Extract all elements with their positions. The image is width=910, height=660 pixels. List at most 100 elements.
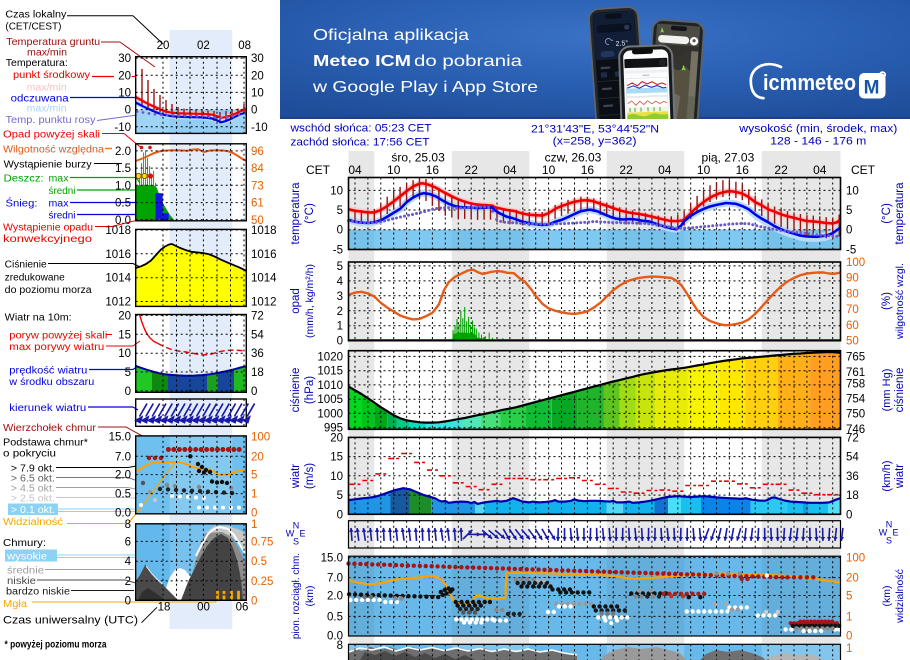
svg-text:0.5: 0.5: [115, 489, 131, 501]
svg-text:22: 22: [465, 163, 479, 177]
svg-text:(hPa): (hPa): [304, 376, 316, 404]
svg-text:pion. rozciągł. chm.: pion. rozciągł. chm.: [291, 553, 302, 639]
svg-text:1.0: 1.0: [115, 180, 131, 192]
svg-text:8: 8: [337, 640, 343, 652]
svg-text:-10: -10: [114, 122, 131, 134]
svg-text:Meteo ICM: Meteo ICM: [313, 53, 411, 70]
svg-text:0: 0: [251, 105, 257, 117]
svg-text:2.0: 2.0: [115, 470, 131, 482]
svg-text:Śnieg:: Śnieg:: [6, 197, 38, 210]
svg-text:0: 0: [846, 225, 852, 237]
svg-text:Mgła: Mgła: [3, 599, 27, 610]
svg-text:Widzialność: Widzialność: [3, 517, 63, 528]
svg-text:100: 100: [846, 553, 865, 565]
svg-text:5: 5: [337, 205, 343, 217]
svg-text:(km): (km): [881, 586, 893, 607]
svg-text:do pobrania: do pobrania: [414, 53, 522, 70]
svg-text:10: 10: [118, 348, 131, 360]
svg-text:CET: CET: [851, 163, 876, 177]
svg-text:opad: opad: [290, 288, 302, 314]
svg-text:3: 3: [337, 291, 343, 303]
svg-text:Temperatura gruntu: Temperatura gruntu: [6, 37, 100, 48]
svg-text:1: 1: [251, 519, 257, 531]
svg-text:-5: -5: [846, 244, 856, 256]
svg-text:Podstawa chmur*: Podstawa chmur*: [3, 438, 88, 449]
svg-text:18: 18: [158, 602, 171, 614]
svg-text:1018: 1018: [251, 225, 277, 237]
svg-text:max porywy wiatru: max porywy wiatru: [9, 342, 104, 353]
svg-text:punkt środkowy: punkt środkowy: [13, 70, 90, 81]
svg-text:widzialność: widzialność: [894, 569, 906, 624]
svg-text:Temperatura:: Temperatura:: [6, 58, 68, 69]
svg-text:-10: -10: [251, 122, 268, 134]
svg-text:max: max: [49, 174, 69, 185]
svg-text:Deszcz:: Deszcz:: [4, 174, 44, 185]
svg-text:1005: 1005: [317, 394, 343, 406]
svg-text:w środku obszaru: w środku obszaru: [8, 377, 94, 388]
svg-text:odczuwana: odczuwana: [11, 94, 69, 105]
svg-text:max/min: max/min: [27, 48, 67, 59]
svg-text:5: 5: [337, 261, 343, 273]
svg-text:Czas lokalny: Czas lokalny: [5, 10, 66, 21]
svg-text:> 4.5 okt.: > 4.5 okt.: [11, 484, 55, 495]
svg-text:(%): (%): [881, 292, 893, 310]
svg-text:1014: 1014: [105, 273, 131, 285]
svg-text:konwekcyjnego: konwekcyjnego: [3, 234, 93, 245]
svg-text:4: 4: [337, 276, 344, 288]
svg-text:temperatura: temperatura: [894, 182, 906, 245]
svg-text:1016: 1016: [251, 249, 277, 261]
svg-text:E: E: [892, 528, 898, 538]
svg-text:1015: 1015: [317, 366, 343, 378]
svg-text:> 6.5 okt.: > 6.5 okt.: [11, 474, 55, 485]
svg-text:0: 0: [125, 386, 131, 398]
svg-text:04: 04: [658, 163, 672, 177]
svg-text:2.0: 2.0: [327, 591, 343, 603]
svg-text:S: S: [886, 536, 892, 546]
svg-text:* powyżej poziomu morza: * powyżej poziomu morza: [5, 640, 107, 651]
svg-text:15.0: 15.0: [109, 431, 131, 443]
svg-text:7.0: 7.0: [115, 451, 131, 463]
svg-text:10: 10: [387, 163, 401, 177]
svg-text:1020: 1020: [317, 351, 343, 363]
svg-text:> 0.1 okt.: > 0.1 okt.: [11, 505, 55, 516]
svg-text:pią, 27.03: pią, 27.03: [702, 151, 755, 165]
svg-text:22: 22: [774, 163, 788, 177]
svg-text:54: 54: [251, 329, 264, 341]
svg-text:02: 02: [197, 40, 210, 52]
svg-text:72: 72: [846, 432, 859, 444]
svg-text:20: 20: [118, 310, 131, 322]
svg-text:(m/s): (m/s): [304, 463, 316, 489]
svg-text:wysokość (min, środek, max): wysokość (min, środek, max): [738, 123, 897, 135]
svg-text:5: 5: [251, 470, 257, 482]
svg-text:CET: CET: [306, 163, 331, 177]
svg-text:128 - 146 - 176 m: 128 - 146 - 176 m: [770, 135, 866, 147]
svg-text:1: 1: [337, 321, 343, 333]
svg-text:Wierzchołek chmur: Wierzchołek chmur: [3, 423, 97, 434]
svg-text:(km): (km): [304, 586, 316, 607]
svg-text:wysokie: wysokie: [6, 552, 48, 563]
svg-text:w Google Play i App Store: w Google Play i App Store: [312, 79, 538, 96]
svg-text:zachód słońca: 17:56 CET: zachód słońca: 17:56 CET: [291, 137, 430, 149]
svg-text:N: N: [293, 521, 300, 531]
svg-text:ciśnienie: ciśnienie: [894, 368, 906, 413]
svg-text:20: 20: [118, 70, 131, 82]
svg-text:18: 18: [251, 367, 264, 379]
svg-text:0.0: 0.0: [115, 215, 131, 227]
svg-text:icmmeteo: icmmeteo: [763, 70, 856, 95]
svg-text:758: 758: [846, 378, 865, 390]
svg-text:0: 0: [337, 225, 343, 237]
svg-text:36: 36: [251, 348, 264, 360]
svg-text:(CET/CEST): (CET/CEST): [5, 22, 61, 33]
svg-text:04: 04: [813, 163, 827, 177]
svg-text:Czas uniwersalny (UTC): Czas uniwersalny (UTC): [3, 615, 138, 627]
svg-text:4: 4: [125, 556, 132, 568]
svg-text:2.5°: 2.5°: [615, 39, 628, 48]
svg-text:bardzo niskie: bardzo niskie: [6, 587, 70, 598]
svg-text:1: 1: [251, 489, 257, 501]
svg-text:średni: średni: [49, 211, 76, 222]
svg-text:czw, 26.03: czw, 26.03: [545, 151, 602, 165]
svg-text:72: 72: [251, 310, 264, 322]
svg-text:5: 5: [337, 490, 343, 502]
svg-text:20: 20: [157, 40, 170, 52]
svg-text:2: 2: [337, 306, 343, 318]
